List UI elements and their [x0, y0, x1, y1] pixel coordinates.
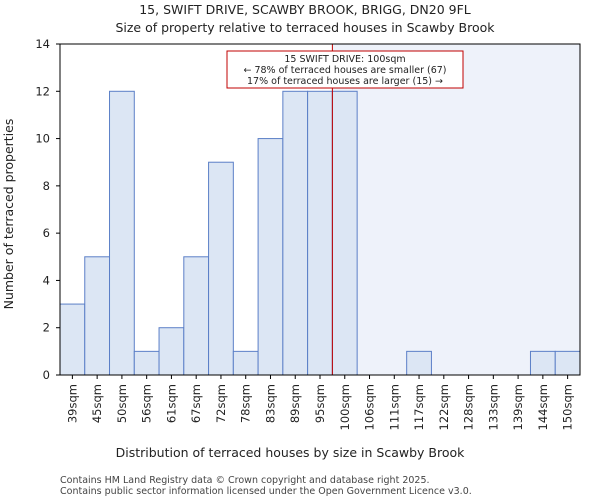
x-tick-label: 56sqm [140, 384, 154, 423]
bar-95sqm [307, 90, 333, 376]
x-tick-label: 95sqm [313, 384, 327, 423]
bar-39sqm [59, 303, 86, 376]
x-tick-label: 83sqm [263, 384, 277, 423]
bar-144sqm [529, 350, 556, 376]
y-tick-label: 8 [43, 179, 50, 193]
bar-50sqm [109, 90, 135, 376]
chart-title: 15, SWIFT DRIVE, SCAWBY BROOK, BRIGG, DN… [139, 2, 471, 17]
y-tick-label: 4 [43, 273, 50, 287]
footer-licence: Contains public sector information licen… [60, 486, 472, 497]
annotation-line-smaller: ← 78% of terraced houses are smaller (67… [243, 65, 446, 76]
bar-78sqm [232, 350, 259, 376]
annotation-line-larger: 17% of terraced houses are larger (15) → [247, 76, 443, 87]
x-tick-label: 144sqm [536, 384, 550, 430]
x-tick-label: 45sqm [90, 384, 104, 423]
y-tick-label: 10 [35, 132, 50, 146]
x-tick-label: 100sqm [338, 384, 352, 430]
bar-72sqm [208, 161, 234, 376]
bars-layer [59, 90, 581, 376]
x-tick-label: 111sqm [387, 384, 401, 430]
bar-89sqm [282, 90, 309, 376]
bar-117sqm [406, 350, 432, 376]
bar-100sqm [331, 90, 358, 376]
x-tick-label: 50sqm [115, 384, 129, 423]
bar-56sqm [133, 350, 160, 376]
x-tick-label: 78sqm [239, 384, 253, 423]
annotation-box: 15 SWIFT DRIVE: 100sqm ← 78% of terraced… [226, 50, 464, 89]
y-tick-label: 12 [35, 84, 50, 98]
highlight-region [332, 44, 580, 375]
footer-copyright: Contains HM Land Registry data © Crown c… [60, 475, 430, 486]
y-tick-label: 2 [43, 321, 50, 335]
y-axis-title: Number of terraced properties [1, 119, 16, 310]
chart-subtitle: Size of property relative to terraced ho… [115, 20, 495, 35]
x-tick-label: 39sqm [65, 384, 79, 423]
bar-67sqm [183, 256, 210, 376]
x-tick-label: 139sqm [511, 384, 525, 430]
bar-83sqm [257, 138, 284, 376]
x-tick-label: 89sqm [288, 384, 302, 423]
x-tick-label: 133sqm [486, 384, 500, 430]
x-tick-label: 67sqm [189, 384, 203, 423]
axes-layer: 0 2 4 6 8 10 12 14 39sqm 45sqm 50sqm 56sqm 61sqm 67sq… [35, 37, 581, 430]
x-tick-label: 72sqm [214, 384, 228, 423]
x-tick-label: 128sqm [462, 384, 476, 430]
annotation-line-property: 15 SWIFT DRIVE: 100sqm [284, 54, 405, 65]
x-tick-label: 106sqm [363, 384, 377, 430]
x-axis-title: Distribution of terraced houses by size … [116, 445, 465, 460]
bar-61sqm [158, 327, 185, 376]
y-tick-label: 14 [35, 37, 50, 51]
y-tick-label: 0 [43, 368, 50, 382]
x-tick-label: 117sqm [412, 384, 426, 430]
bar-150sqm [554, 350, 581, 376]
annotation-frame [226, 50, 464, 89]
x-tick-label: 61sqm [164, 384, 178, 423]
bar-45sqm [84, 256, 111, 376]
y-tick-label: 6 [43, 226, 50, 240]
x-tick-label: 150sqm [561, 384, 575, 430]
x-tick-label: 122sqm [437, 384, 451, 430]
